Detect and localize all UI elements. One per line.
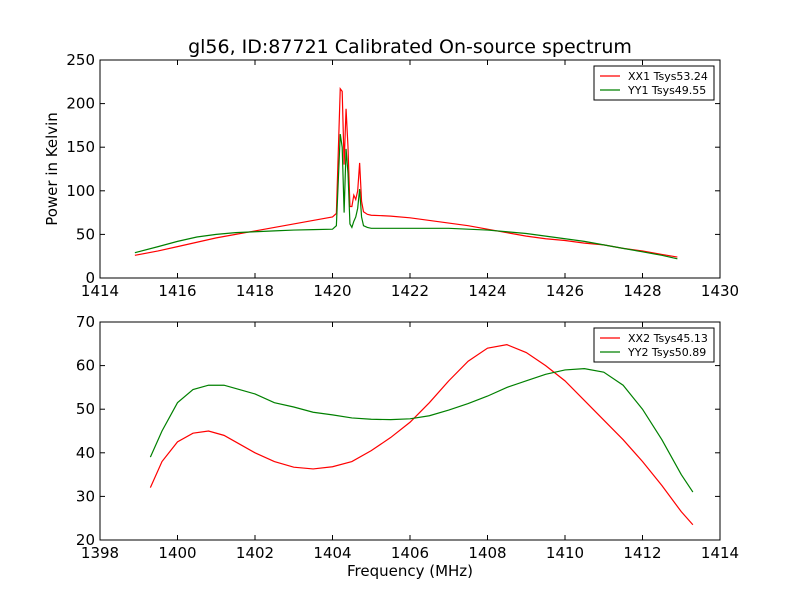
- x-tick-label: 1418: [236, 282, 274, 300]
- x-tick-label: 1430: [701, 282, 739, 300]
- y-tick-label: 70: [76, 313, 95, 331]
- y-tick-label: 30: [76, 487, 95, 505]
- x-tick-label: 1428: [623, 282, 661, 300]
- bottom-subplot: 1398 1400 1402 1404 1406 1408 1410 1412 1414 20 30…: [76, 313, 739, 562]
- y-tick-label: 150: [66, 138, 95, 156]
- x-tick-label: 1400: [158, 544, 196, 562]
- x-tick-label: 1424: [468, 282, 506, 300]
- y-tick-label: 60: [76, 357, 95, 375]
- series-line-red: [149, 344, 694, 526]
- x-tick-label: 1414: [81, 282, 119, 300]
- y-tick-label: 0: [85, 269, 95, 287]
- legend-box: [593, 327, 715, 363]
- x-tick-label: 1410: [546, 544, 584, 562]
- legend-label: YY2 Tsys50.89: [627, 346, 706, 359]
- top-subplot: 1414 1416 1418 1420 1422 1424 1426 1428 1430 0 50 1…: [66, 51, 739, 300]
- x-tick-label: 1420: [313, 282, 351, 300]
- y-tick-label: 20: [76, 531, 95, 549]
- y-axis-label: Power in Kelvin: [43, 112, 61, 226]
- y-tick-label: 250: [66, 51, 95, 69]
- y-tick-label: 40: [76, 444, 95, 462]
- legend-label: XX2 Tsys45.13: [628, 332, 708, 345]
- x-tick-label: 1404: [313, 544, 351, 562]
- x-axis-label: Frequency (MHz): [347, 562, 473, 580]
- x-tick-label: 1406: [391, 544, 429, 562]
- legend-label: XX1 Tsys53.24: [628, 70, 708, 83]
- legend-box: [593, 65, 715, 101]
- x-tick-label: 1402: [236, 544, 274, 562]
- x-tick-label: 1412: [623, 544, 661, 562]
- series-line-green: [134, 134, 678, 260]
- series-line-red: [134, 87, 678, 258]
- x-tick-label: 1422: [391, 282, 429, 300]
- x-tick-label: 1408: [468, 544, 506, 562]
- x-tick-label: 1416: [158, 282, 196, 300]
- y-tick-label: 50: [76, 400, 95, 418]
- series-line-green: [149, 368, 694, 493]
- y-tick-label: 200: [66, 95, 95, 113]
- x-tick-label: 1398: [81, 544, 119, 562]
- y-tick-label: 50: [76, 225, 95, 243]
- legend-label: YY1 Tsys49.55: [627, 84, 706, 97]
- chart-title: gl56, ID:87721 Calibrated On-source spec…: [188, 36, 632, 58]
- y-tick-label: 100: [66, 182, 95, 200]
- x-tick-label: 1426: [546, 282, 584, 300]
- x-tick-label: 1414: [701, 544, 739, 562]
